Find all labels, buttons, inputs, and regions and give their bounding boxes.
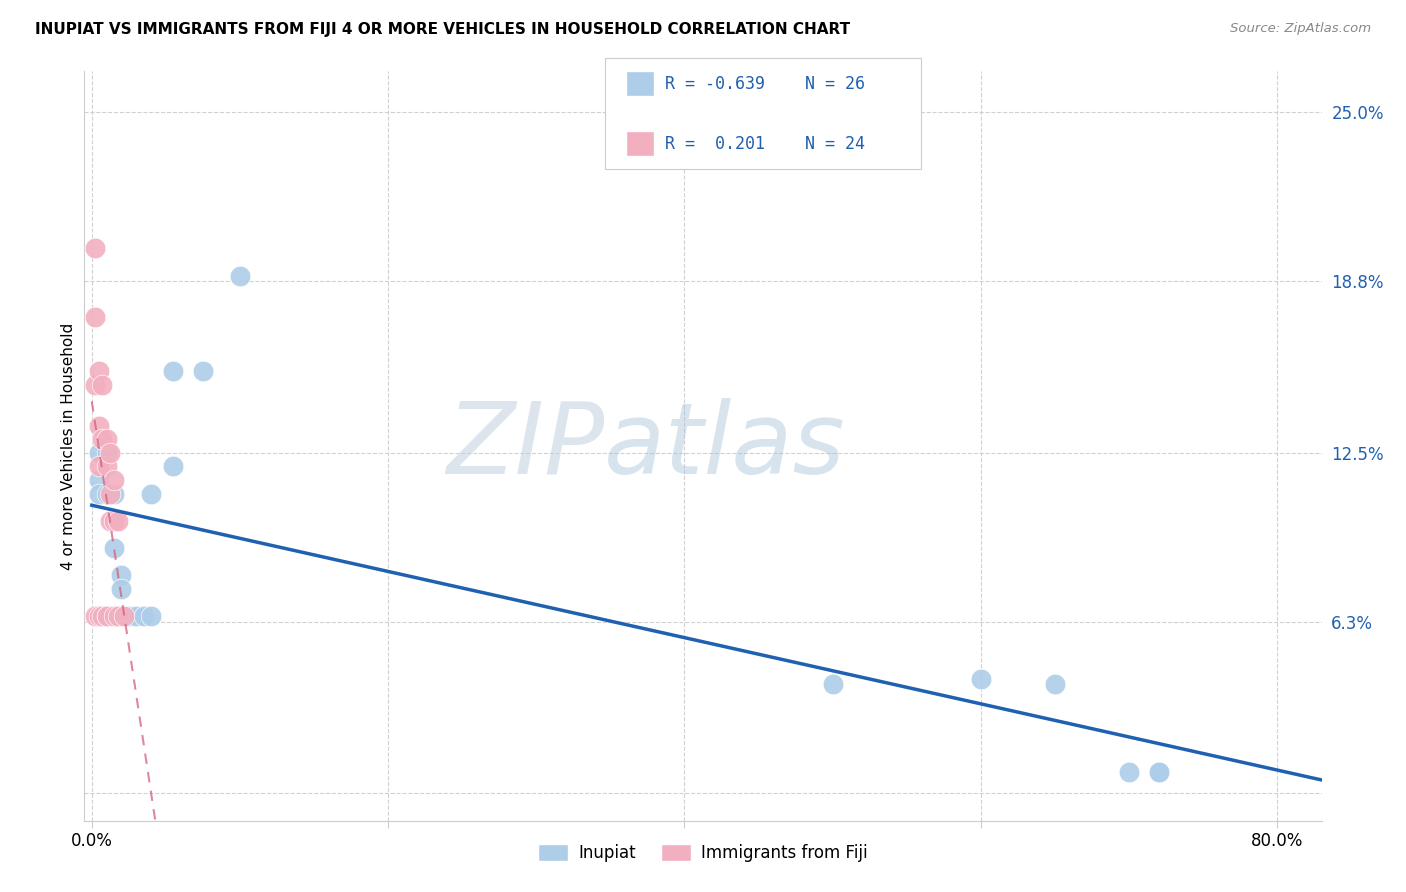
Y-axis label: 4 or more Vehicles in Household: 4 or more Vehicles in Household xyxy=(60,322,76,570)
Point xyxy=(98,486,121,500)
Text: Source: ZipAtlas.com: Source: ZipAtlas.com xyxy=(1230,22,1371,36)
Point xyxy=(96,609,118,624)
Point xyxy=(98,514,121,528)
Text: R = -0.639    N = 26: R = -0.639 N = 26 xyxy=(665,75,865,93)
Point xyxy=(89,609,111,624)
Point xyxy=(96,432,118,446)
Point xyxy=(98,446,121,460)
Legend: Inupiat, Immigrants from Fiji: Inupiat, Immigrants from Fiji xyxy=(531,837,875,869)
Point xyxy=(162,459,184,474)
Point xyxy=(89,418,111,433)
Point xyxy=(132,609,155,624)
Point xyxy=(89,446,111,460)
Point xyxy=(139,486,162,500)
Point xyxy=(83,609,105,624)
Point xyxy=(1147,764,1170,779)
Point xyxy=(96,459,118,474)
Point xyxy=(83,242,105,256)
Point xyxy=(103,541,125,556)
Point xyxy=(96,609,118,624)
Point xyxy=(89,473,111,487)
Text: R =  0.201    N = 24: R = 0.201 N = 24 xyxy=(665,135,865,153)
Text: INUPIAT VS IMMIGRANTS FROM FIJI 4 OR MORE VEHICLES IN HOUSEHOLD CORRELATION CHAR: INUPIAT VS IMMIGRANTS FROM FIJI 4 OR MOR… xyxy=(35,22,851,37)
Point xyxy=(110,609,132,624)
Point xyxy=(107,514,129,528)
Point xyxy=(125,609,148,624)
Point xyxy=(89,486,111,500)
Point xyxy=(91,377,114,392)
Point xyxy=(89,364,111,378)
Point xyxy=(112,609,135,624)
Point xyxy=(1118,764,1140,779)
Point xyxy=(110,582,132,596)
Point xyxy=(970,672,993,686)
Point xyxy=(103,514,125,528)
Point xyxy=(103,473,125,487)
Point xyxy=(83,377,105,392)
Point xyxy=(96,446,118,460)
Point xyxy=(83,310,105,324)
Point xyxy=(139,609,162,624)
Text: atlas: atlas xyxy=(605,398,845,494)
Point xyxy=(91,609,114,624)
Point xyxy=(821,677,844,691)
Point xyxy=(89,609,111,624)
Point xyxy=(89,459,111,474)
Point xyxy=(110,568,132,582)
Point xyxy=(103,609,125,624)
Point xyxy=(107,609,129,624)
Point xyxy=(118,609,141,624)
Point xyxy=(96,486,118,500)
Point xyxy=(191,364,214,378)
Point xyxy=(229,268,252,283)
Text: ZIP: ZIP xyxy=(446,398,605,494)
Point xyxy=(162,364,184,378)
Point xyxy=(91,432,114,446)
Point xyxy=(1043,677,1066,691)
Point xyxy=(103,486,125,500)
Point xyxy=(1147,764,1170,779)
